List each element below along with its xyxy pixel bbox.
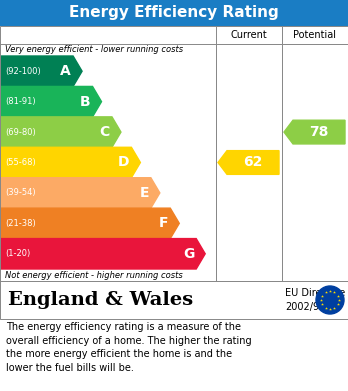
- Text: The energy efficiency rating is a measure of the
overall efficiency of a home. T: The energy efficiency rating is a measur…: [6, 322, 252, 373]
- Text: EU Directive
2002/91/EC: EU Directive 2002/91/EC: [285, 288, 345, 312]
- Text: (55-68): (55-68): [5, 158, 36, 167]
- Text: (1-20): (1-20): [5, 249, 30, 258]
- Polygon shape: [284, 120, 345, 144]
- Text: Very energy efficient - lower running costs: Very energy efficient - lower running co…: [5, 45, 183, 54]
- Text: G: G: [183, 247, 194, 261]
- Text: B: B: [80, 95, 90, 109]
- Bar: [282, 26, 348, 44]
- Text: 78: 78: [309, 125, 329, 139]
- Polygon shape: [0, 86, 102, 117]
- Bar: [0, 44, 216, 281]
- Polygon shape: [218, 151, 279, 174]
- Text: Energy Efficiency Rating: Energy Efficiency Rating: [69, 5, 279, 20]
- Text: (69-80): (69-80): [5, 127, 36, 136]
- Bar: [216, 44, 282, 281]
- Text: (81-91): (81-91): [5, 97, 35, 106]
- Circle shape: [316, 286, 344, 314]
- Text: A: A: [60, 64, 71, 78]
- Text: E: E: [139, 186, 149, 200]
- Text: Not energy efficient - higher running costs: Not energy efficient - higher running co…: [5, 271, 183, 280]
- Text: (92-100): (92-100): [5, 67, 41, 76]
- Bar: [0, 0, 348, 26]
- Polygon shape: [0, 56, 82, 86]
- Text: Potential: Potential: [293, 30, 337, 40]
- Bar: [282, 44, 348, 281]
- Polygon shape: [0, 117, 121, 147]
- Polygon shape: [0, 239, 205, 269]
- Text: (21-38): (21-38): [5, 219, 36, 228]
- Text: C: C: [100, 125, 110, 139]
- Text: (39-54): (39-54): [5, 188, 35, 197]
- Bar: [0, 26, 348, 281]
- Text: England & Wales: England & Wales: [8, 291, 193, 309]
- Polygon shape: [0, 208, 179, 239]
- Polygon shape: [0, 178, 160, 208]
- Text: Current: Current: [231, 30, 267, 40]
- Text: F: F: [159, 216, 168, 230]
- Bar: [0, 281, 348, 319]
- Text: 62: 62: [243, 156, 263, 170]
- Polygon shape: [0, 147, 140, 178]
- Bar: [216, 26, 282, 44]
- Text: D: D: [118, 156, 129, 170]
